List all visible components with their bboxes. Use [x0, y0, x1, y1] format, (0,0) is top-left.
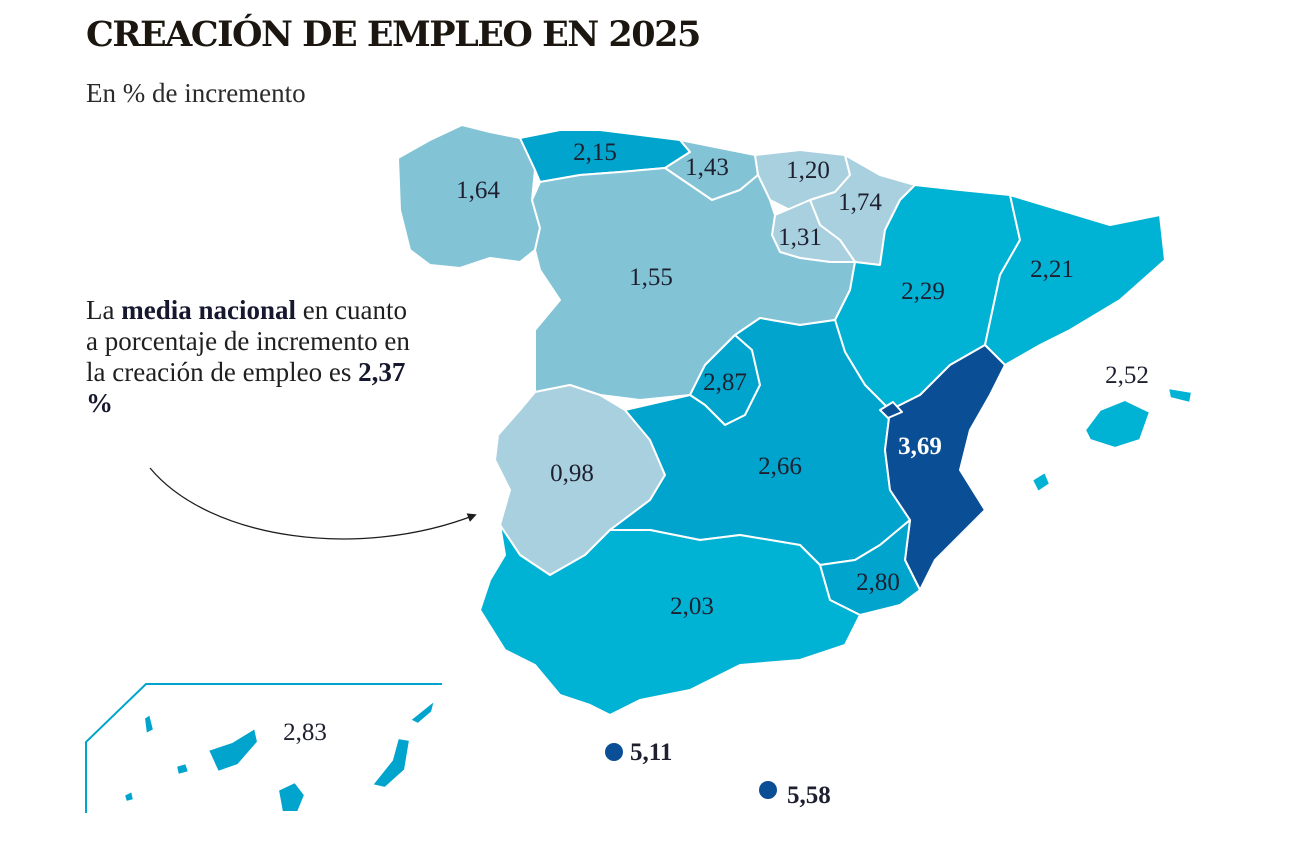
region-comunidad-valenciana: [884, 344, 1006, 591]
label-aragon: 2,29: [901, 278, 945, 305]
label-pais-vasco: 1,20: [786, 157, 830, 184]
note-pre: La: [86, 295, 122, 325]
note-value: 2,37 %: [86, 357, 406, 418]
region-canarias-la-palma: [143, 713, 155, 735]
label-canarias: 2,83: [283, 719, 327, 746]
region-canarias-hierro: [123, 790, 135, 803]
canarias-inset-frame: [85, 683, 442, 813]
label-navarra: 1,74: [838, 189, 882, 216]
label-asturias: 2,15: [573, 139, 617, 166]
label-extremadura: 0,98: [550, 460, 594, 487]
note-body: en cuanto a porcentaje de incremento en …: [86, 295, 410, 387]
label-castilla-la-mancha: 2,66: [758, 453, 802, 480]
region-cataluna: [984, 194, 1166, 366]
label-la-rioja: 1,31: [778, 224, 822, 251]
region-enclave-rincon-de-ademuz: [879, 401, 903, 419]
region-baleares-ibiza: [1031, 471, 1051, 493]
region-baleares-menorca: [1167, 387, 1193, 404]
label-cantabria: 1,43: [685, 154, 729, 181]
region-baleares-mallorca: [1084, 399, 1151, 449]
chart-subtitle: En % de incremento: [86, 78, 306, 108]
chart-title: CREACIÓN DE EMPLEO EN 2025: [86, 14, 701, 55]
ceuta-marker: [605, 743, 623, 761]
label-comunidad-valenciana: 3,69: [898, 433, 942, 460]
label-andalucia: 2,03: [670, 593, 714, 620]
note-arrow: [149, 467, 477, 540]
region-andalucia: [479, 524, 861, 716]
region-canarias-fuerteventura: [371, 737, 411, 789]
melilla-marker: [759, 781, 777, 799]
region-canarias-gran-canaria: [277, 781, 306, 813]
label-murcia: 2,80: [856, 569, 900, 596]
region-canarias-lanzarote: [409, 699, 436, 725]
label-baleares: 2,52: [1105, 362, 1149, 389]
label-galicia: 1,64: [456, 177, 500, 204]
label-melilla: 5,58: [787, 782, 831, 809]
label-ceuta: 5,11: [630, 739, 672, 766]
region-canarias-tenerife: [207, 727, 259, 773]
label-madrid: 2,87: [703, 369, 747, 396]
label-castilla-leon: 1,55: [629, 264, 673, 291]
national-average-note: La media nacional en cuanto a porcentaje…: [86, 295, 416, 419]
region-canarias-gomera: [175, 762, 190, 776]
note-highlight: media nacional: [121, 295, 296, 325]
label-cataluna: 2,21: [1030, 256, 1074, 283]
